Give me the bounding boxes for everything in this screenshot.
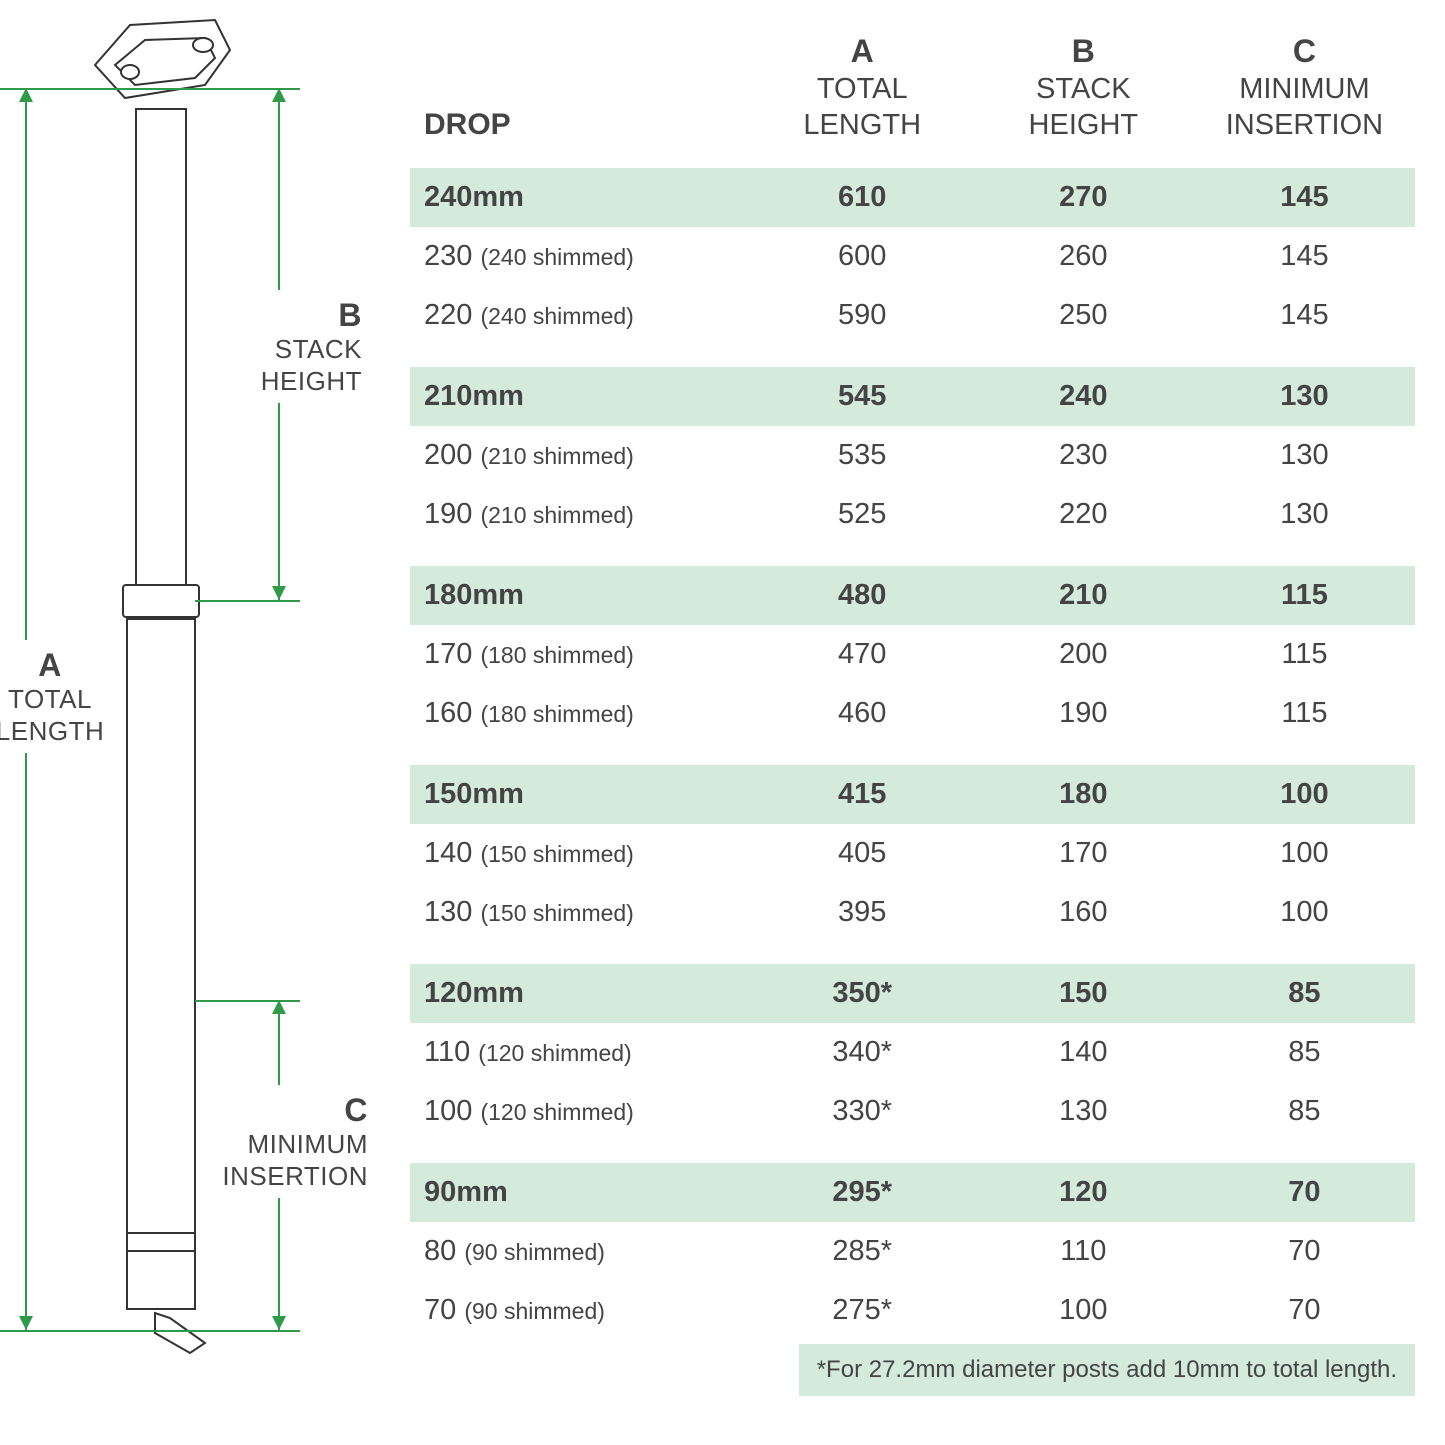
dim-b-letter: B	[222, 296, 362, 334]
table-row: 80 (90 shimmed)285*11070	[410, 1222, 1415, 1281]
table-row: 100 (120 shimmed)330*13085	[410, 1082, 1415, 1141]
seatpost-head-icon	[85, 10, 235, 120]
table-row: 90mm295*12070	[410, 1163, 1415, 1222]
table-row: 180mm480210115	[410, 566, 1415, 625]
header-a: A TOTAL LENGTH	[752, 25, 973, 168]
spec-table: DROP A TOTAL LENGTH B STACK HEIGHT C MIN…	[410, 25, 1415, 1340]
dim-c-letter: C	[208, 1091, 368, 1129]
table-row: 220 (240 shimmed)590250145	[410, 286, 1415, 345]
dim-b-l1: STACK	[275, 334, 362, 364]
table-row: 240mm610270145	[410, 168, 1415, 227]
spec-table-wrap: DROP A TOTAL LENGTH B STACK HEIGHT C MIN…	[380, 0, 1445, 1445]
table-row: 150mm415180100	[410, 765, 1415, 824]
table-row: 170 (180 shimmed)470200115	[410, 625, 1415, 684]
seatpost-diagram: A TOTAL LENGTH B STACK HEIGHT C MINIMUM …	[0, 0, 380, 1445]
header-b: B STACK HEIGHT	[973, 25, 1194, 168]
dim-a-l2: LENGTH	[0, 716, 104, 746]
table-row: 210mm545240130	[410, 367, 1415, 426]
dim-c-l1: MINIMUM	[248, 1129, 368, 1159]
table-row: 230 (240 shimmed)600260145	[410, 227, 1415, 286]
header-drop: DROP	[410, 25, 752, 168]
table-row: 190 (210 shimmed)525220130	[410, 485, 1415, 544]
footnote: *For 27.2mm diameter posts add 10mm to t…	[799, 1344, 1415, 1396]
table-row: 160 (180 shimmed)460190115	[410, 684, 1415, 743]
table-row: 120mm350*15085	[410, 964, 1415, 1023]
table-row: 70 (90 shimmed)275*10070	[410, 1281, 1415, 1340]
header-row: DROP A TOTAL LENGTH B STACK HEIGHT C MIN…	[410, 25, 1415, 168]
spec-table-body: 240mm610270145230 (240 shimmed)600260145…	[410, 168, 1415, 1340]
dim-a-l1: TOTAL	[8, 684, 92, 714]
header-c: C MINIMUM INSERTION	[1194, 25, 1415, 168]
table-row: 200 (210 shimmed)535230130	[410, 426, 1415, 485]
table-row: 130 (150 shimmed)395160100	[410, 883, 1415, 942]
dim-b-l2: HEIGHT	[261, 366, 362, 396]
dim-c-l2: INSERTION	[222, 1161, 368, 1191]
actuator-icon	[150, 1308, 210, 1358]
table-row: 110 (120 shimmed)340*14085	[410, 1023, 1415, 1082]
dim-a-letter: A	[0, 646, 110, 684]
table-row: 140 (150 shimmed)405170100	[410, 824, 1415, 883]
